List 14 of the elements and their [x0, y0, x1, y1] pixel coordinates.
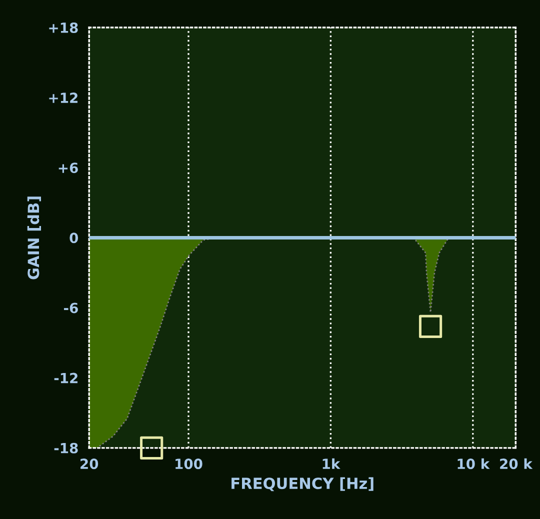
y-tick-label: +12: [49, 92, 78, 103]
y-tick-label: -12: [54, 372, 78, 384]
x-axis-title: FREQUENCY [Hz]: [232, 477, 374, 492]
y-tick-label: -18: [54, 442, 78, 454]
x-tick-label: 20: [80, 458, 98, 470]
x-tick-label: 1k: [322, 458, 340, 469]
y-tick-label: +6: [58, 162, 78, 174]
x-tick-label: 100: [176, 458, 202, 470]
x-tick-label: 20 k: [500, 458, 533, 470]
y-axis-title: GAIN [dB]: [27, 196, 41, 280]
x-tick-label: 10 k: [458, 458, 490, 470]
y-tick-label: +18: [49, 22, 78, 33]
y-tick-label: 0: [70, 232, 78, 244]
y-tick-label: -6: [64, 302, 78, 314]
